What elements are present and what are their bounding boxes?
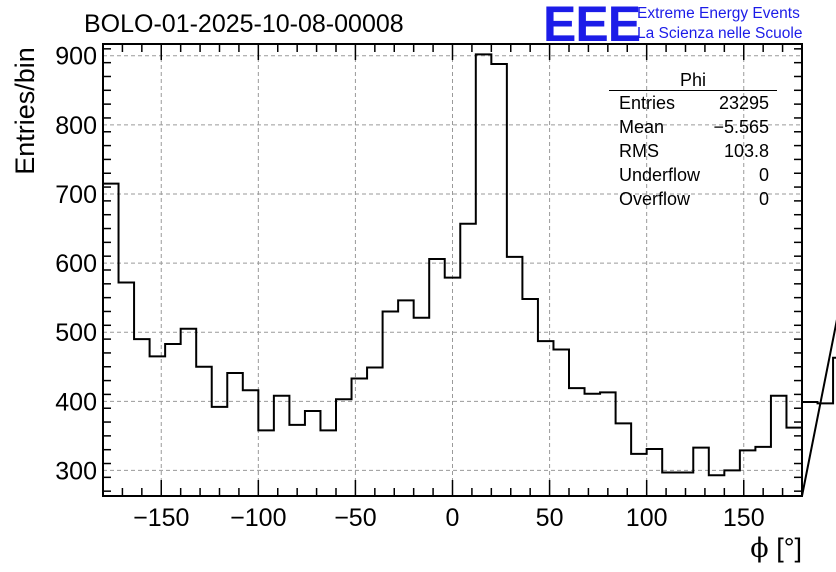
y-tick-label: 400 [55, 388, 97, 416]
x-tick-label: −150 [133, 504, 189, 532]
stats-label: RMS [619, 141, 659, 161]
stats-box: Phi Entries 23295 Mean −5.565 RMS 103.8 Und… [609, 70, 777, 211]
stats-row: Overflow 0 [609, 187, 777, 211]
stats-label: Mean [619, 117, 665, 137]
x-tick-label: 150 [723, 504, 765, 532]
x-tick-label: −100 [230, 504, 286, 532]
stats-row: RMS 103.8 [609, 139, 777, 163]
x-tick-label: 50 [536, 504, 564, 532]
stats-value: −5.565 [713, 117, 769, 137]
y-tick-label: 800 [55, 112, 97, 140]
y-tick-label: 900 [55, 43, 97, 71]
eee-logo: EEE [543, 0, 641, 52]
stats-title: Phi [609, 70, 777, 91]
stats-value: 103.8 [723, 141, 769, 161]
stats-row: Entries 23295 [609, 91, 777, 115]
plot-frame [102, 43, 803, 497]
axis-ticks [102, 44, 803, 496]
y-tick-label: 500 [55, 319, 97, 347]
x-axis-symbol: ϕ [750, 533, 769, 564]
x-tick-label: −50 [334, 504, 376, 532]
stats-label: Entries [619, 93, 676, 113]
histogram-outline [102, 53, 836, 497]
x-tick-label: 0 [446, 504, 460, 532]
stats-label: Underflow [619, 165, 701, 185]
stats-value: 0 [758, 165, 769, 185]
y-tick-label: 600 [55, 250, 97, 278]
x-axis-unit: [°] [768, 533, 802, 563]
x-tick-label: 100 [626, 504, 668, 532]
stats-value: 23295 [718, 93, 769, 113]
y-tick-label: 700 [55, 181, 97, 209]
logo-caption-line2: La Scienza nelle Scuole [637, 25, 803, 42]
logo-caption-line1: Extreme Energy Events [637, 5, 800, 22]
stats-label: Overflow [619, 189, 691, 209]
stats-row: Underflow 0 [609, 163, 777, 187]
x-axis-label: ϕ [°] [750, 533, 802, 564]
logo-caption: Extreme Energy Events La Scienza nelle S… [637, 4, 802, 44]
stats-row: Mean −5.565 [609, 115, 777, 139]
tick-labels: −150 −100 −50 0 50 100 150 300 400 500 600 700 800 90… [55, 43, 764, 532]
chart-title: BOLO-01-2025-10-08-00008 [84, 10, 404, 38]
grid-lines [103, 44, 802, 496]
stats-value: 0 [758, 189, 769, 209]
y-tick-label: 300 [55, 457, 97, 485]
y-axis-label: Entries/bin [10, 47, 40, 175]
